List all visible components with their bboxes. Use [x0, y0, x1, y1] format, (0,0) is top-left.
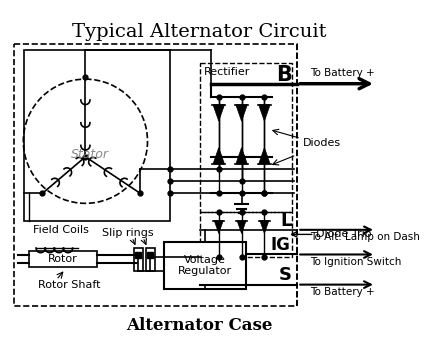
Bar	[134, 248, 143, 271]
Text: -: -	[239, 219, 244, 232]
Text: Diode Trio: Diode Trio	[316, 230, 372, 239]
Text: L: L	[280, 212, 292, 230]
Text: To Battery +: To Battery +	[310, 68, 375, 78]
Text: Alternator Case: Alternator Case	[126, 317, 273, 334]
Text: To Alt. Lamp on Dash: To Alt. Lamp on Dash	[310, 232, 420, 242]
Text: S: S	[279, 266, 292, 285]
Polygon shape	[213, 105, 224, 121]
Polygon shape	[213, 148, 224, 164]
Text: Rotor: Rotor	[48, 254, 78, 264]
Text: Diodes: Diodes	[303, 138, 341, 148]
Polygon shape	[237, 221, 246, 233]
Polygon shape	[259, 105, 270, 121]
Bar	[146, 248, 155, 271]
Polygon shape	[236, 148, 247, 164]
Bar	[201, 63, 292, 212]
Bar	[164, 242, 246, 289]
Text: Slip rings: Slip rings	[102, 227, 153, 238]
Bar	[14, 45, 297, 306]
Polygon shape	[260, 221, 269, 233]
Text: Stator: Stator	[71, 148, 109, 161]
Text: Field Coils: Field Coils	[33, 225, 89, 235]
Text: Rectifier: Rectifier	[204, 67, 250, 77]
Bar	[29, 251, 97, 267]
Polygon shape	[214, 221, 223, 233]
Text: Rotor Shaft: Rotor Shaft	[38, 280, 100, 290]
Text: To Battery +: To Battery +	[310, 287, 375, 297]
Bar	[24, 50, 170, 221]
Polygon shape	[236, 105, 247, 121]
Text: IG: IG	[270, 236, 290, 254]
Text: Typical Alternator Circuit: Typical Alternator Circuit	[72, 23, 327, 41]
Text: To Ignition Switch: To Ignition Switch	[310, 257, 401, 267]
Polygon shape	[259, 148, 270, 164]
Text: B: B	[276, 65, 292, 85]
Text: Voltage
Regulator: Voltage Regulator	[178, 254, 232, 276]
Bar	[201, 212, 292, 257]
